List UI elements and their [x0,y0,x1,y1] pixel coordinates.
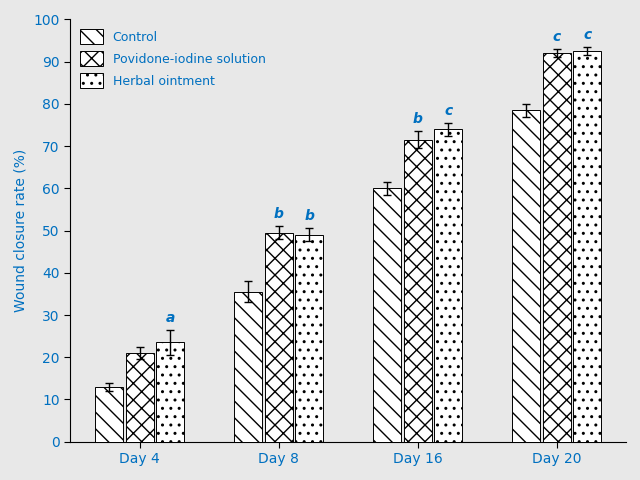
Y-axis label: Wound closure rate (%): Wound closure rate (%) [14,149,28,312]
Bar [156,342,184,442]
Bar [295,235,323,442]
Text: c: c [552,30,561,44]
Bar [373,188,401,442]
Bar [95,387,124,442]
Text: c: c [444,104,452,118]
Bar [404,140,432,442]
Bar [125,353,154,442]
Bar [434,129,462,442]
Text: b: b [413,112,422,126]
Bar [573,51,601,442]
Text: c: c [583,28,591,42]
Bar [234,292,262,442]
Bar [264,233,292,442]
Bar [543,53,571,442]
Text: b: b [305,209,314,223]
Text: a: a [166,311,175,324]
Bar [512,110,540,442]
Text: b: b [274,207,284,221]
Legend: Control, Povidone-iodine solution, Herbal ointment: Control, Povidone-iodine solution, Herba… [77,25,269,92]
